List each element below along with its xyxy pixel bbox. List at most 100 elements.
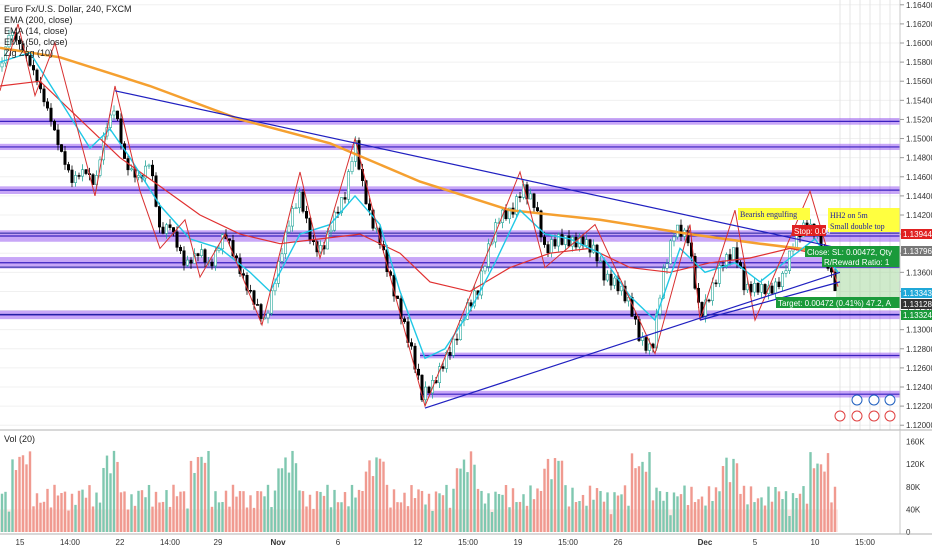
volume-bar (7, 511, 11, 532)
event-icons[interactable] (834, 394, 896, 422)
close-label-text: Close: SL: 0.00472, Qty (807, 248, 892, 257)
candle-body (560, 234, 564, 245)
volume-bar (308, 494, 312, 532)
legend-zigzag[interactable]: Zig Zag (10) (4, 48, 54, 58)
volume-bar (235, 496, 238, 532)
candle-body (595, 244, 599, 262)
volume-bar (655, 487, 658, 532)
candle-body (42, 88, 46, 103)
volume-bar (63, 491, 67, 532)
volume-bar (781, 499, 784, 532)
price-tick-label: 1.16000 (906, 39, 932, 48)
time-axis[interactable]: 15 14:00 22 14:00 29 Nov 6 12 15:00 19 15:00 26 Dec 5… (16, 538, 876, 547)
legend-ema14[interactable]: EMA (14, close) (4, 26, 68, 36)
volume-bar (455, 468, 459, 532)
event-icon[interactable] (884, 410, 896, 422)
candle-body (749, 284, 753, 293)
time-tick-label: 29 (214, 538, 223, 547)
volume-bar (770, 501, 774, 532)
candle-body (584, 239, 588, 246)
volume-bar (623, 485, 627, 532)
candle-body (74, 175, 78, 183)
volume-bar (161, 501, 165, 532)
double-top-note[interactable]: HH2 on 5m Small double top (828, 208, 900, 232)
price-tag-red: 1.13944 (901, 229, 932, 239)
bearish-engulfing-note[interactable]: Bearish engulfing (738, 208, 810, 220)
candle-body (269, 290, 273, 314)
volume-bar (620, 494, 623, 532)
candle-body (770, 285, 774, 294)
volume-bar (441, 495, 445, 532)
candle-body (395, 295, 399, 299)
volume-bar (333, 489, 336, 532)
volume-bar (147, 484, 151, 532)
volume-bar (217, 502, 221, 532)
candle-body (577, 236, 581, 248)
candle-body (402, 318, 406, 322)
candle-body (84, 169, 88, 174)
event-icon[interactable] (884, 394, 896, 406)
price-tick-label: 1.12800 (906, 345, 932, 354)
stop-label[interactable]: Stop: 0.00 (792, 225, 831, 236)
candle-body (735, 247, 739, 263)
volume-bar (609, 514, 613, 532)
volume-bar (480, 490, 483, 532)
volume-bar (637, 466, 641, 532)
target-label[interactable]: Target: 0.00472 (0.41%) 47.2, A (776, 297, 900, 308)
volume-bar (795, 497, 798, 532)
volume-label[interactable]: Vol (20) (4, 434, 36, 444)
price-tick-label: 1.14400 (906, 192, 932, 201)
volume-series (0, 450, 838, 532)
risk-reward-label[interactable]: R/Reward Ratio: 1 (822, 256, 900, 267)
horizontal-lines (0, 232, 900, 315)
volume-bar (347, 506, 350, 532)
candle-body (609, 273, 613, 286)
event-icon[interactable] (868, 394, 880, 406)
volume-bar (259, 491, 263, 532)
time-tick-label: 15:00 (855, 538, 876, 547)
time-tick-label: Nov (270, 538, 286, 547)
candle-body (235, 255, 239, 259)
volume-bar (602, 501, 606, 532)
volume-bar (102, 467, 105, 532)
volume-bar (473, 464, 476, 532)
volume-bar (273, 490, 277, 532)
event-icon[interactable] (851, 410, 863, 422)
volume-bar (60, 493, 63, 532)
bearish-engulfing-text: Bearish engulfing (740, 210, 797, 219)
candle-body (731, 247, 735, 261)
candle-body (109, 114, 113, 128)
legend-ema50[interactable]: EMA (50, close) (4, 37, 68, 47)
volume-bar (700, 496, 704, 532)
event-icon[interactable] (851, 394, 863, 406)
legend-symbol[interactable]: Euro Fx/U.S. Dollar, 240, FXCM (4, 4, 132, 14)
candle-body (49, 107, 53, 122)
price-axis[interactable]: 1.16400 1.16200 1.16000 1.15800 1.15600 1.154… (900, 1, 932, 430)
volume-bar (413, 498, 417, 532)
volume-bar (189, 460, 193, 532)
volume-bar (536, 488, 539, 532)
close-label[interactable]: Close: SL: 0.00472, Qty (805, 246, 900, 257)
candle-body (784, 270, 788, 274)
candle-body (63, 151, 67, 165)
volume-bar (469, 451, 473, 532)
volume-bar (739, 493, 742, 532)
volume-bar (501, 494, 504, 532)
volume-bar (721, 466, 725, 532)
candle-body (640, 337, 644, 341)
volume-tick-label: 0 (906, 528, 911, 537)
volume-bar (574, 502, 578, 532)
target-area (836, 268, 900, 300)
volume-bar (648, 452, 651, 532)
volume-bar (326, 484, 329, 532)
candle-body (175, 231, 179, 248)
volume-axis[interactable]: 160K 120K 80K 40K 0 (906, 438, 925, 537)
volume-bar (676, 496, 679, 532)
event-icon[interactable] (868, 410, 880, 422)
legend-ema200[interactable]: EMA (200, close) (4, 15, 73, 25)
event-icon[interactable] (834, 410, 846, 422)
candle-body (717, 265, 721, 284)
candle-body (196, 253, 200, 257)
volume-bar (497, 494, 501, 532)
